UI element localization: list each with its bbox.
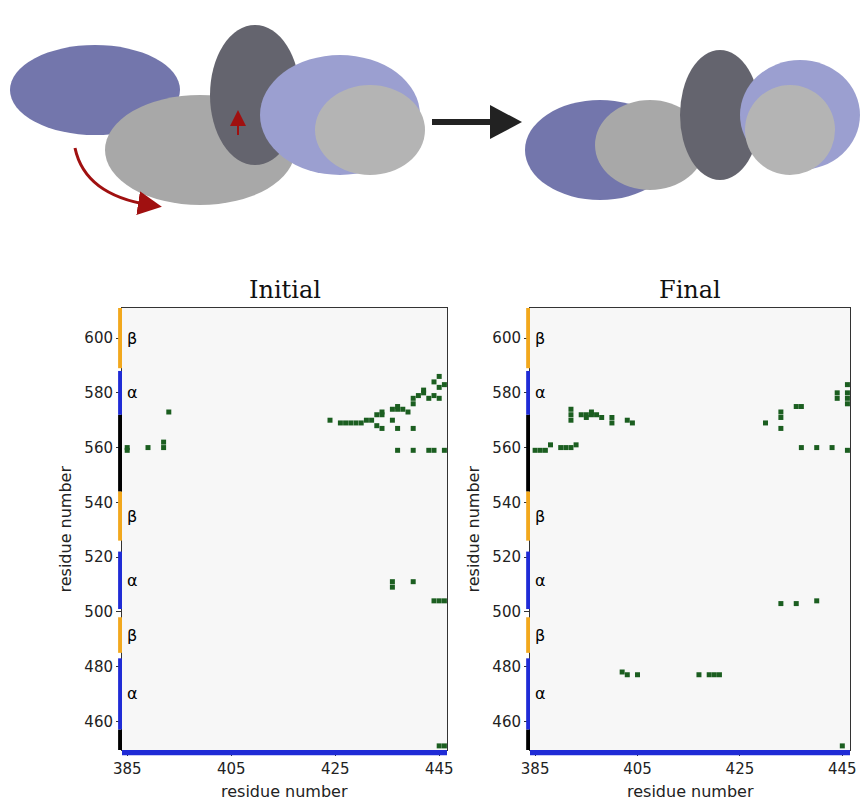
svg-text:residue number: residue number (56, 466, 75, 593)
svg-text:α: α (535, 571, 546, 590)
svg-text:460: 460 (492, 713, 521, 731)
svg-text:560: 560 (492, 439, 521, 457)
svg-text:405: 405 (623, 760, 652, 778)
svg-text:500: 500 (84, 603, 113, 621)
svg-text:β: β (127, 626, 137, 645)
svg-text:β: β (535, 626, 545, 645)
svg-text:405: 405 (217, 760, 246, 778)
svg-text:β: β (127, 507, 137, 526)
svg-text:480: 480 (84, 658, 113, 676)
svg-text:385: 385 (113, 760, 142, 778)
svg-text:520: 520 (492, 548, 521, 566)
svg-text:385: 385 (521, 760, 550, 778)
svg-text:α: α (535, 383, 546, 402)
svg-text:540: 540 (492, 494, 521, 512)
svg-text:β: β (535, 507, 545, 526)
svg-text:580: 580 (492, 384, 521, 402)
svg-text:600: 600 (84, 329, 113, 347)
svg-text:460: 460 (84, 713, 113, 731)
svg-text:residue number: residue number (627, 782, 754, 801)
svg-text:520: 520 (84, 548, 113, 566)
svg-text:α: α (127, 684, 138, 703)
svg-text:445: 445 (425, 760, 454, 778)
svg-text:425: 425 (726, 760, 755, 778)
svg-text:α: α (127, 383, 138, 402)
svg-text:580: 580 (84, 384, 113, 402)
svg-text:residue number: residue number (221, 782, 348, 801)
svg-text:560: 560 (84, 439, 113, 457)
svg-text:480: 480 (492, 658, 521, 676)
svg-text:500: 500 (492, 603, 521, 621)
svg-text:β: β (127, 329, 137, 348)
svg-text:Initial: Initial (249, 276, 321, 304)
svg-text:residue number: residue number (464, 466, 483, 593)
svg-text:α: α (127, 571, 138, 590)
svg-text:445: 445 (828, 760, 857, 778)
svg-text:β: β (535, 329, 545, 348)
svg-text:α: α (535, 684, 546, 703)
svg-text:600: 600 (492, 329, 521, 347)
svg-text:540: 540 (84, 494, 113, 512)
svg-text:Final: Final (659, 276, 721, 304)
svg-text:425: 425 (321, 760, 350, 778)
